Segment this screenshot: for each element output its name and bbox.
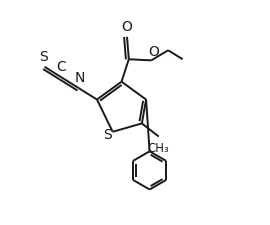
Text: O: O	[122, 20, 133, 34]
Text: S: S	[103, 127, 112, 141]
Text: CH₃: CH₃	[148, 141, 170, 154]
Text: C: C	[56, 60, 66, 74]
Text: N: N	[75, 71, 85, 85]
Text: S: S	[39, 50, 48, 63]
Text: O: O	[148, 45, 159, 59]
